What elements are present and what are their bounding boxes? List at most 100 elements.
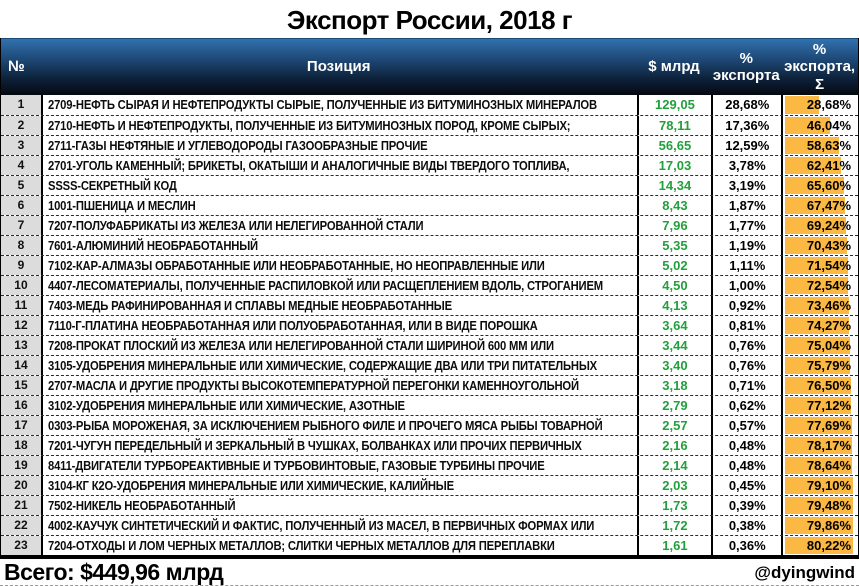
row-cumulative-share: 62,41% — [781, 156, 858, 175]
table-row: 10 4407-ЛЕСОМАТЕРИАЛЫ, ПОЛУЧЕННЫЕ РАСПИЛ… — [1, 275, 858, 295]
row-position: 4002-КАУЧУК СИНТЕТИЧЕСКИЙ И ФАКТИС, ПОЛУ… — [40, 516, 637, 535]
row-export-share: 0,48% — [711, 456, 781, 475]
row-position: 8411-ДВИГАТЕЛИ ТУРБОРЕАКТИВНЫЕ И ТУРБОВИ… — [40, 456, 637, 475]
row-export-share: 1,11% — [711, 256, 781, 275]
row-usd-billions: 2,57 — [636, 416, 712, 435]
table-row: 16 3102-УДОБРЕНИЯ МИНЕРАЛЬНЫЕ ИЛИ ХИМИЧЕ… — [1, 395, 858, 415]
cumulative-data-bar — [785, 377, 851, 394]
cumulative-data-bar — [785, 177, 844, 194]
row-cumulative-share: 74,27% — [781, 316, 858, 335]
table-row: 2 2710-НЕФТЬ И НЕФТЕПРОДУКТЫ, ПОЛУЧЕННЫЕ… — [1, 115, 858, 135]
row-cumulative-value: 69,24% — [806, 218, 852, 233]
row-cumulative-value: 28,68% — [806, 97, 852, 112]
table-row: 17 0303-РЫБА МОРОЖЕНАЯ, ЗА ИСКЛЮЧЕНИЕМ Р… — [1, 415, 858, 435]
cumulative-data-bar — [785, 437, 852, 454]
row-cumulative-share: 75,04% — [781, 336, 858, 355]
cumulative-data-bar — [785, 337, 850, 354]
row-usd-billions: 78,11 — [636, 116, 712, 135]
row-cumulative-value: 79,48% — [806, 498, 852, 513]
row-rank: 15 — [1, 376, 41, 395]
cumulative-data-bar — [785, 217, 846, 234]
row-cumulative-share: 58,63% — [781, 136, 858, 155]
row-position: 7201-ЧУГУН ПЕРЕДЕЛЬНЫЙ И ЗЕРКАЛЬНЫЙ В ЧУ… — [40, 436, 637, 455]
row-usd-billions: 1,61 — [636, 536, 712, 555]
row-cumulative-value: 77,69% — [806, 418, 852, 433]
table-row: 14 3105-УДОБРЕНИЯ МИНЕРАЛЬНЫЕ ИЛИ ХИМИЧЕ… — [1, 355, 858, 375]
row-rank: 3 — [1, 136, 41, 155]
cumulative-data-bar — [785, 477, 853, 494]
row-cumulative-share: 78,64% — [781, 456, 858, 475]
row-export-share: 0,71% — [711, 376, 781, 395]
row-cumulative-value: 75,04% — [806, 338, 852, 353]
row-position: 7204-ОТХОДЫ И ЛОМ ЧЕРНЫХ МЕТАЛЛОВ; СЛИТК… — [40, 536, 637, 555]
table-body: 1 2709-НЕФТЬ СЫРАЯ И НЕФТЕПРОДУКТЫ СЫРЫЕ… — [1, 95, 858, 555]
row-usd-billions: 56,65 — [636, 136, 712, 155]
row-rank: 4 — [1, 156, 41, 175]
row-usd-billions: 1,72 — [636, 516, 712, 535]
row-cumulative-value: 76,50% — [806, 378, 852, 393]
row-usd-billions: 129,05 — [636, 95, 712, 115]
row-usd-billions: 3,18 — [636, 376, 712, 395]
row-position: 7601-АЛЮМИНИЙ НЕОБРАБОТАННЫЙ — [40, 236, 637, 255]
row-rank: 6 — [1, 196, 41, 215]
table-row: 11 7403-МЕДЬ РАФИНИРОВАННАЯ И СПЛАВЫ МЕД… — [1, 295, 858, 315]
row-cumulative-value: 75,79% — [806, 358, 852, 373]
row-cumulative-value: 79,86% — [806, 518, 852, 533]
row-rank: 20 — [1, 476, 41, 495]
cumulative-data-bar — [785, 277, 849, 294]
row-export-share: 17,36% — [711, 116, 781, 135]
cumulative-data-bar — [785, 297, 849, 314]
row-rank: 17 — [1, 416, 41, 435]
row-usd-billions: 3,64 — [636, 316, 712, 335]
author-handle: @dyingwind — [754, 562, 855, 582]
row-position: 2707-МАСЛА И ДРУГИЕ ПРОДУКТЫ ВЫСОКОТЕМПЕ… — [40, 376, 637, 395]
row-export-share: 0,62% — [711, 396, 781, 415]
row-usd-billions: 3,44 — [636, 336, 712, 355]
table-row: 1 2709-НЕФТЬ СЫРАЯ И НЕФТЕПРОДУКТЫ СЫРЫЕ… — [1, 95, 858, 115]
row-position: 7102-КАР-АЛМАЗЫ ОБРАБОТАННЫЕ ИЛИ НЕОБРАБ… — [40, 256, 637, 275]
row-position: 4407-ЛЕСОМАТЕРИАЛЫ, ПОЛУЧЕННЫЕ РАСПИЛОВК… — [40, 276, 637, 295]
row-cumulative-value: 70,43% — [806, 238, 852, 253]
row-cumulative-share: 73,46% — [781, 296, 858, 315]
row-cumulative-value: 62,41% — [806, 158, 852, 173]
row-export-share: 0,36% — [711, 536, 781, 555]
row-rank: 18 — [1, 436, 41, 455]
row-position: 7502-НИКЕЛЬ НЕОБРАБОТАННЫЙ — [40, 496, 637, 515]
table-row: 9 7102-КАР-АЛМАЗЫ ОБРАБОТАННЫЕ ИЛИ НЕОБР… — [1, 255, 858, 275]
row-position: 2701-УГОЛЬ КАМЕННЫЙ; БРИКЕТЫ, ОКАТЫШИ И … — [40, 156, 637, 175]
row-rank: 13 — [1, 336, 41, 355]
export-table: № Позиция $ млрд % экспорта % экспорта, … — [0, 38, 859, 559]
row-rank: 14 — [1, 356, 41, 375]
row-usd-billions: 1,73 — [636, 496, 712, 515]
cumulative-data-bar — [785, 157, 842, 174]
cumulative-data-bar — [785, 117, 831, 134]
row-cumulative-share: 69,24% — [781, 216, 858, 235]
row-cumulative-share: 67,47% — [781, 196, 858, 215]
header-usd-billions: $ млрд — [648, 58, 700, 76]
row-export-share: 28,68% — [711, 95, 781, 115]
row-cumulative-share: 70,43% — [781, 236, 858, 255]
row-position: 7110-Г-ПЛАТИНА НЕОБРАБОТАННАЯ ИЛИ ПОЛУОБ… — [40, 316, 637, 335]
row-export-share: 3,19% — [711, 176, 781, 195]
row-rank: 5 — [1, 176, 41, 195]
row-cumulative-value: 58,63% — [806, 138, 852, 153]
row-export-share: 0,81% — [711, 316, 781, 335]
cumulative-data-bar — [785, 357, 851, 374]
header-position: Позиция — [306, 58, 371, 76]
row-export-share: 0,57% — [711, 416, 781, 435]
row-rank: 16 — [1, 396, 41, 415]
row-cumulative-share: 76,50% — [781, 376, 858, 395]
row-usd-billions: 4,13 — [636, 296, 712, 315]
row-rank: 10 — [1, 276, 41, 295]
row-cumulative-share: 75,79% — [781, 356, 858, 375]
row-cumulative-value: 78,17% — [806, 438, 852, 453]
table-row: 4 2701-УГОЛЬ КАМЕННЫЙ; БРИКЕТЫ, ОКАТЫШИ … — [1, 155, 858, 175]
row-usd-billions: 4,50 — [636, 276, 712, 295]
row-cumulative-value: 77,12% — [806, 398, 852, 413]
row-usd-billions: 7,96 — [636, 216, 712, 235]
footer: Всего: $449,96 млрд @dyingwind — [0, 559, 859, 585]
cumulative-data-bar — [785, 537, 854, 554]
table-row: 22 4002-КАУЧУК СИНТЕТИЧЕСКИЙ И ФАКТИС, П… — [1, 515, 858, 535]
cumulative-data-bar — [785, 237, 847, 254]
row-usd-billions: 5,35 — [636, 236, 712, 255]
